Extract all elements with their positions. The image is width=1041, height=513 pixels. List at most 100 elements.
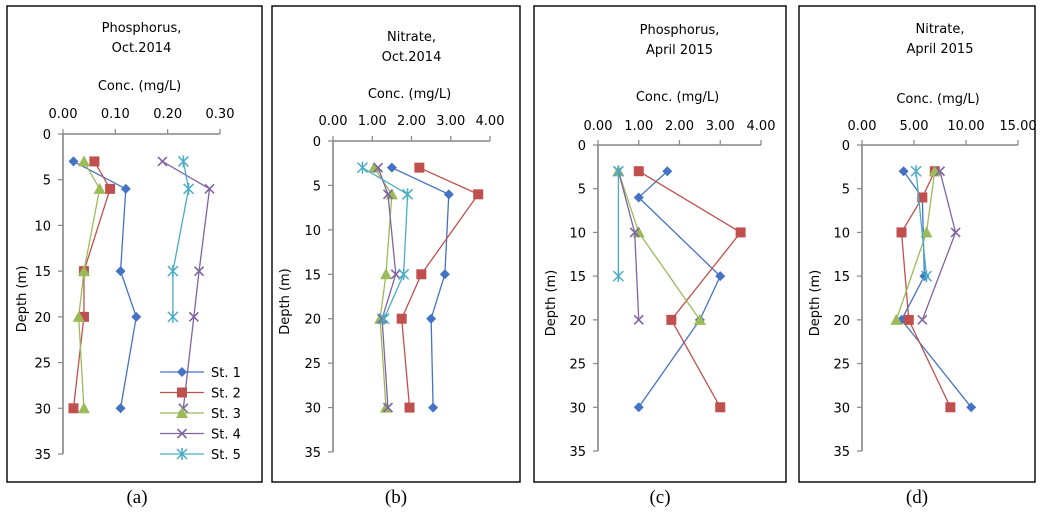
panel-caption: (c) (649, 487, 670, 508)
data-point (426, 313, 437, 324)
data-point (910, 165, 922, 178)
y-tick-label: 20 (569, 314, 586, 329)
x-axis-label: Conc. (mg/L) (98, 79, 181, 94)
data-point (385, 188, 398, 200)
y-tick-label: 15 (304, 268, 321, 283)
data-point (115, 403, 126, 414)
panel-frame (533, 5, 787, 483)
y-tick-label: 5 (578, 183, 586, 198)
y-axis-label: Depth (m) (278, 268, 293, 335)
series-st4 (917, 166, 961, 325)
y-tick-label: 10 (569, 226, 586, 241)
legend-label: St. 3 (211, 407, 241, 422)
series-st5 (612, 165, 624, 283)
series-line (638, 170, 742, 408)
x-tick-label: 3.00 (436, 114, 465, 129)
y-axis-label: Depth (m) (544, 270, 559, 337)
data-point (105, 183, 116, 194)
data-point (177, 155, 189, 168)
x-tick-label: 0.30 (206, 107, 235, 122)
data-point (945, 402, 956, 413)
data-point (633, 192, 644, 203)
y-tick-label: 25 (569, 358, 586, 373)
series-st5 (356, 161, 414, 325)
x-tick-label: 1.00 (358, 114, 387, 129)
y-tick-label: 30 (304, 402, 321, 417)
y-tick-label: 0 (842, 139, 850, 154)
data-point (443, 189, 454, 200)
legend: St. 1 St. 2 St. 3 St. 4 St. 5 (160, 366, 241, 463)
y-tick-label: 20 (34, 311, 51, 326)
data-point (735, 227, 746, 238)
data-point (77, 402, 90, 414)
chart-panel-4: Nitrate, April 2015 Conc. (mg/L) 0.00 5.00 10… (798, 5, 1037, 483)
data-point (950, 227, 961, 238)
data-point (77, 265, 90, 277)
series-line (362, 167, 409, 319)
y-tick-label: 35 (34, 448, 51, 463)
series-line (172, 161, 190, 317)
legend-marker (176, 448, 188, 460)
chart-title-line: Phosphorus, (640, 23, 720, 38)
data-point (390, 269, 401, 280)
y-tick-label: 35 (569, 445, 586, 460)
data-point (72, 310, 85, 322)
series-line (915, 171, 928, 277)
data-point (379, 401, 392, 413)
y-tick-label: 5 (842, 183, 850, 198)
data-point (439, 269, 450, 280)
data-point (917, 192, 928, 203)
x-tick-label: 4.00 (476, 114, 505, 129)
legend-label: St. 5 (211, 448, 241, 463)
panel-frame (6, 5, 263, 483)
x-tick-label: 0.00 (848, 119, 877, 134)
data-point (120, 183, 131, 194)
y-axis-label: Depth (m) (15, 266, 30, 333)
x-tick-label: 4.00 (747, 119, 776, 134)
data-point (428, 402, 439, 413)
series-st5 (910, 165, 933, 283)
x-tick-label: 3.00 (706, 119, 735, 134)
data-point (194, 266, 205, 277)
data-point (373, 162, 384, 173)
data-point (396, 313, 407, 324)
legend-label: St. 1 (211, 366, 241, 381)
legend-marker (177, 387, 187, 398)
data-point (920, 270, 933, 283)
y-tick-label: 30 (833, 401, 850, 416)
x-axis-label: Conc. (mg/L) (896, 92, 979, 107)
data-point (633, 314, 644, 325)
data-point (68, 156, 79, 167)
data-point (715, 402, 726, 413)
panel-caption: (b) (385, 487, 407, 508)
data-point (896, 227, 907, 238)
data-point (157, 156, 168, 167)
y-tick-label: 0 (578, 139, 586, 154)
x-tick-label: 1.00 (624, 119, 653, 134)
panel-caption: (a) (126, 487, 147, 508)
y-tick-label: 30 (34, 402, 51, 417)
x-tick-label: 0.20 (153, 107, 182, 122)
chart-panel-1: Phosphorus, Oct.2014 Conc. (mg/L) 0.00 0.10 0… (6, 5, 263, 483)
data-point (920, 226, 933, 238)
data-point (633, 402, 644, 413)
legend-marker (177, 367, 187, 377)
data-point (890, 313, 903, 325)
data-point (966, 402, 977, 413)
data-point (78, 311, 89, 322)
y-tick-label: 30 (569, 401, 586, 416)
data-point (382, 189, 394, 200)
x-tick-label: 0.00 (49, 107, 78, 122)
data-point (68, 403, 79, 414)
data-point (167, 265, 179, 278)
data-point (402, 188, 414, 201)
data-point (693, 313, 706, 325)
x-tick-label: 0.00 (584, 119, 613, 134)
data-point (404, 402, 415, 413)
data-point (398, 268, 410, 281)
data-point (898, 166, 909, 177)
data-point (115, 266, 126, 277)
data-point (77, 155, 90, 167)
data-point (666, 314, 677, 325)
x-tick-label: 10.00 (947, 119, 984, 134)
